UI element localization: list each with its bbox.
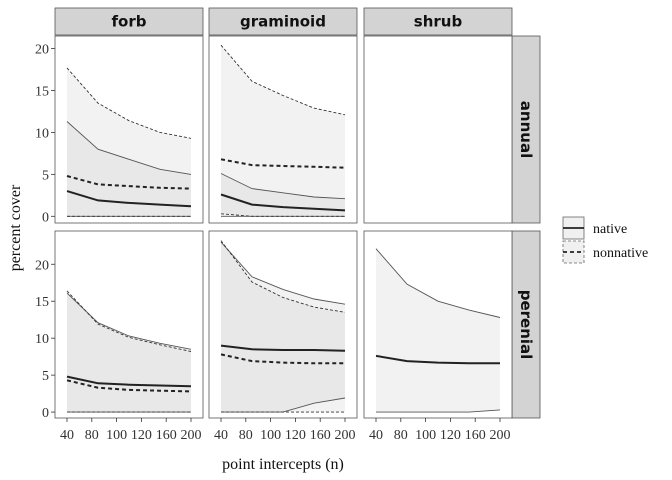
ribbon-nonnative [67, 290, 191, 413]
legend-label-native: native [593, 222, 627, 237]
x-tick-label: 40 [60, 428, 74, 443]
panel-graminoid-annual [208, 35, 358, 224]
lower-line-nonnative [220, 213, 345, 217]
ribbon-native [67, 121, 191, 217]
upper-line-nonnative [220, 44, 346, 116]
legend-key-nonnative [562, 240, 585, 264]
ribbon-nonnative [221, 240, 345, 413]
facet-strip-perenial [511, 230, 541, 419]
x-tick-label: 100 [260, 428, 281, 443]
mean-line-native [66, 375, 192, 388]
legend-key-native [562, 216, 585, 240]
y-tick-label: 10 [35, 126, 49, 141]
upper-line-nonnative [66, 290, 192, 352]
x-tick-label: 120 [131, 428, 152, 443]
panel-background [208, 35, 358, 224]
facet-strip-label-shrub: shrub [414, 13, 463, 31]
upper-line-native [220, 241, 346, 305]
x-tick-label: 200 [181, 428, 202, 443]
facet-strip-label-annual: annual [517, 101, 535, 158]
panel-forb-annual: 0 5 10 15 20 [35, 35, 204, 225]
facet-strip-graminoid [208, 7, 358, 36]
y-tick-label: 20 [35, 258, 49, 273]
x-tick-label: 80 [85, 428, 99, 443]
y-tick-label: 5 [42, 369, 49, 384]
facet-strip-annual [511, 35, 541, 224]
x-tick-label: 160 [156, 428, 177, 443]
ribbon-nonnative [221, 45, 345, 217]
mean-line-nonnative [220, 158, 346, 169]
y-axis-title: percent cover [7, 184, 24, 271]
facet-strip-label-graminoid: graminoid [240, 13, 326, 31]
panel-shrub-perenial: 40 80 100 120 160 200 [363, 230, 513, 443]
y-tick-label: 0 [42, 406, 49, 421]
mean-line-native [220, 193, 346, 212]
panel-shrub-annual [363, 35, 513, 224]
ribbon-nonnative [67, 67, 191, 217]
lower-line-native [376, 409, 501, 413]
y-tick-label: 15 [35, 85, 49, 100]
x-tick-label: 80 [394, 428, 408, 443]
x-tick-label: 100 [106, 428, 127, 443]
y-tick-label: 20 [35, 43, 49, 58]
y-tick-label: 10 [35, 332, 49, 347]
y-tick-label: 15 [35, 295, 49, 310]
panel-background [363, 35, 513, 224]
x-tick-label: 200 [335, 428, 356, 443]
legend-label-nonnative: nonnative [593, 246, 648, 261]
legend: native nonnative [562, 216, 648, 264]
panel-background [208, 230, 358, 419]
facet-strip-shrub [363, 7, 513, 36]
x-tick-label: 80 [239, 428, 253, 443]
upper-line-native [220, 173, 346, 200]
x-tick-label: 160 [465, 428, 486, 443]
x-tick-label: 40 [214, 428, 228, 443]
mean-line-nonnative [220, 353, 345, 365]
x-tick-label: 160 [310, 428, 331, 443]
upper-line-nonnative [220, 240, 346, 313]
upper-line-native [375, 248, 501, 318]
ribbon-native [376, 248, 500, 413]
x-tick-label: 40 [369, 428, 383, 443]
mean-line-native [66, 190, 192, 208]
x-tick-label: 100 [415, 428, 436, 443]
facet-strip-forb [54, 7, 204, 36]
y-tick-label: 5 [42, 168, 49, 183]
x-axis-title: point intercepts (n) [222, 456, 344, 473]
panel-background [363, 230, 513, 419]
mean-line-native [375, 354, 500, 365]
mean-line-nonnative [66, 175, 192, 190]
x-tick-label: 120 [285, 428, 306, 443]
x-tick-label: 200 [490, 428, 511, 443]
facet-strip-label-forb: forb [112, 13, 147, 31]
y-tick-label: 0 [42, 210, 49, 225]
mean-line-native [220, 344, 346, 352]
facet-strip-label-perenial: perenial [517, 290, 535, 360]
upper-line-native [66, 121, 192, 175]
panel-background [54, 35, 204, 224]
x-tick-label: 120 [440, 428, 461, 443]
ribbon-native [221, 242, 345, 413]
panel-forb-perenial: 0 5 10 15 20 40 80 100 120 160 200 [35, 230, 204, 443]
upper-line-nonnative [66, 67, 192, 139]
panel-graminoid-perenial: 40 80 100 120 160 200 [208, 230, 358, 443]
mean-line-nonnative [66, 379, 192, 393]
